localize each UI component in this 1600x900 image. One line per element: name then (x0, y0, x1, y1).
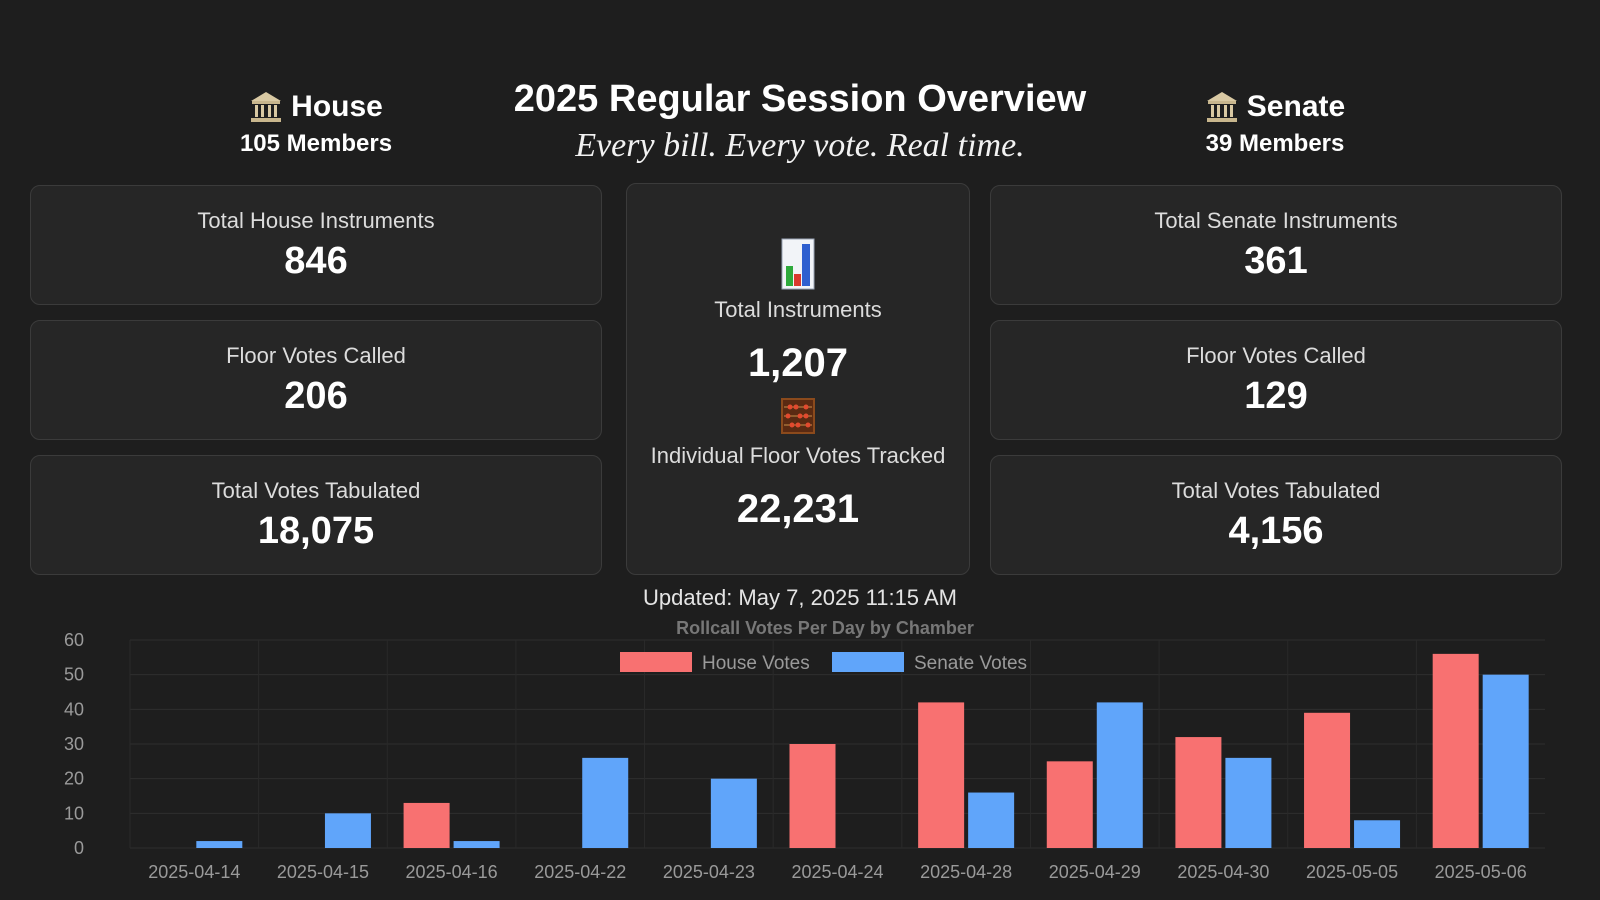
senate-floor-votes-card: Floor Votes Called 129 (990, 320, 1562, 440)
x-tick-label: 2025-04-29 (1049, 862, 1141, 882)
card-value: 206 (284, 375, 348, 417)
y-tick-label: 40 (64, 699, 84, 719)
card-label: Total House Instruments (197, 208, 435, 233)
house-legend-swatch (620, 652, 692, 672)
senate-votes-bar (1354, 820, 1401, 848)
page-subtitle: Every bill. Every vote. Real time. (575, 127, 1025, 164)
x-tick-label: 2025-04-28 (920, 862, 1012, 882)
senate-header: Senate 39 Members (1125, 90, 1425, 158)
card-label: Total Votes Tabulated (1171, 478, 1381, 503)
bar-chart-icon (781, 238, 815, 290)
y-tick-label: 60 (64, 630, 84, 650)
abacus-icon (781, 398, 815, 434)
house-votes-bar (918, 702, 965, 848)
x-tick-label: 2025-04-24 (791, 862, 883, 882)
card-value: 129 (1244, 375, 1308, 417)
last-updated-text: Updated: May 7, 2025 11:15 AM (643, 585, 957, 610)
house-votes-bar (403, 802, 450, 848)
x-tick-label: 2025-04-15 (277, 862, 369, 882)
house-legend-label: House Votes (702, 653, 810, 674)
house-votes-tabulated-card: Total Votes Tabulated 18,075 (30, 455, 602, 575)
session-totals-card: Total Instruments 1,207 Individual Floor… (626, 183, 970, 575)
house-votes-bar (789, 744, 836, 848)
x-tick-label: 2025-04-22 (534, 862, 626, 882)
card-label: Floor Votes Called (1186, 343, 1366, 368)
senate-votes-bar (453, 841, 500, 848)
x-tick-label: 2025-04-16 (406, 862, 498, 882)
senate-votes-bar (710, 778, 757, 848)
x-tick-label: 2025-04-23 (663, 862, 755, 882)
x-tick-label: 2025-04-14 (148, 862, 240, 882)
house-votes-bar (1432, 653, 1479, 848)
senate-member-count: 39 Members (1205, 130, 1345, 157)
card-value: 18,075 (257, 510, 375, 552)
y-tick-label: 50 (64, 665, 84, 685)
house-instruments-card: Total House Instruments 846 (30, 185, 602, 305)
senate-legend-label: Senate Votes (914, 653, 1027, 674)
total-instruments-label: Total Instruments (714, 297, 882, 322)
senate-votes-bar (1096, 702, 1143, 848)
senate-votes-bar (196, 841, 243, 848)
senate-votes-bar (1482, 674, 1529, 848)
house-votes-bar (1304, 712, 1351, 848)
house-member-count: 105 Members (239, 130, 393, 157)
senate-votes-bar (582, 757, 629, 848)
chart-title: Rollcall Votes Per Day by Chamber (676, 618, 974, 638)
house-votes-bar (1175, 737, 1222, 848)
y-tick-label: 10 (64, 803, 84, 823)
floor-votes-tracked-label: Individual Floor Votes Tracked (650, 443, 946, 468)
capitol-building-icon (251, 92, 282, 122)
x-tick-label: 2025-05-06 (1435, 862, 1527, 882)
house-floor-votes-card: Floor Votes Called 206 (30, 320, 602, 440)
capitol-building-icon (1206, 92, 1237, 122)
senate-votes-bar (968, 792, 1015, 848)
senate-instruments-card: Total Senate Instruments 361 (990, 185, 1562, 305)
rollcall-votes-chart: 0 10 20 30 40 50 60 2025-04-14 2025-04-15 2025-04… (64, 618, 1545, 882)
card-value: 846 (284, 240, 348, 282)
house-title: House (291, 90, 383, 123)
card-value: 361 (1244, 240, 1308, 282)
card-value: 4,156 (1228, 510, 1324, 552)
house-votes-bar (1046, 761, 1093, 848)
senate-title: Senate (1246, 90, 1346, 123)
senate-votes-tabulated-card: Total Votes Tabulated 4,156 (990, 455, 1562, 575)
page-title: 2025 Regular Session Overview (513, 78, 1087, 120)
senate-votes-bar (324, 813, 371, 848)
house-header: House 105 Members (166, 90, 466, 158)
y-tick-label: 30 (64, 734, 84, 754)
floor-votes-tracked-value: 22,231 (736, 487, 860, 531)
y-tick-label: 20 (64, 769, 84, 789)
x-tick-label: 2025-05-05 (1306, 862, 1398, 882)
senate-votes-bar (1225, 757, 1272, 848)
card-label: Floor Votes Called (226, 343, 406, 368)
y-tick-label: 0 (74, 838, 84, 858)
card-label: Total Senate Instruments (1154, 208, 1398, 233)
x-tick-label: 2025-04-30 (1177, 862, 1269, 882)
senate-legend-swatch (832, 652, 904, 672)
page-header: 2025 Regular Session Overview Every bill… (470, 78, 1130, 165)
card-label: Total Votes Tabulated (211, 478, 421, 503)
total-instruments-value: 1,207 (747, 341, 849, 385)
